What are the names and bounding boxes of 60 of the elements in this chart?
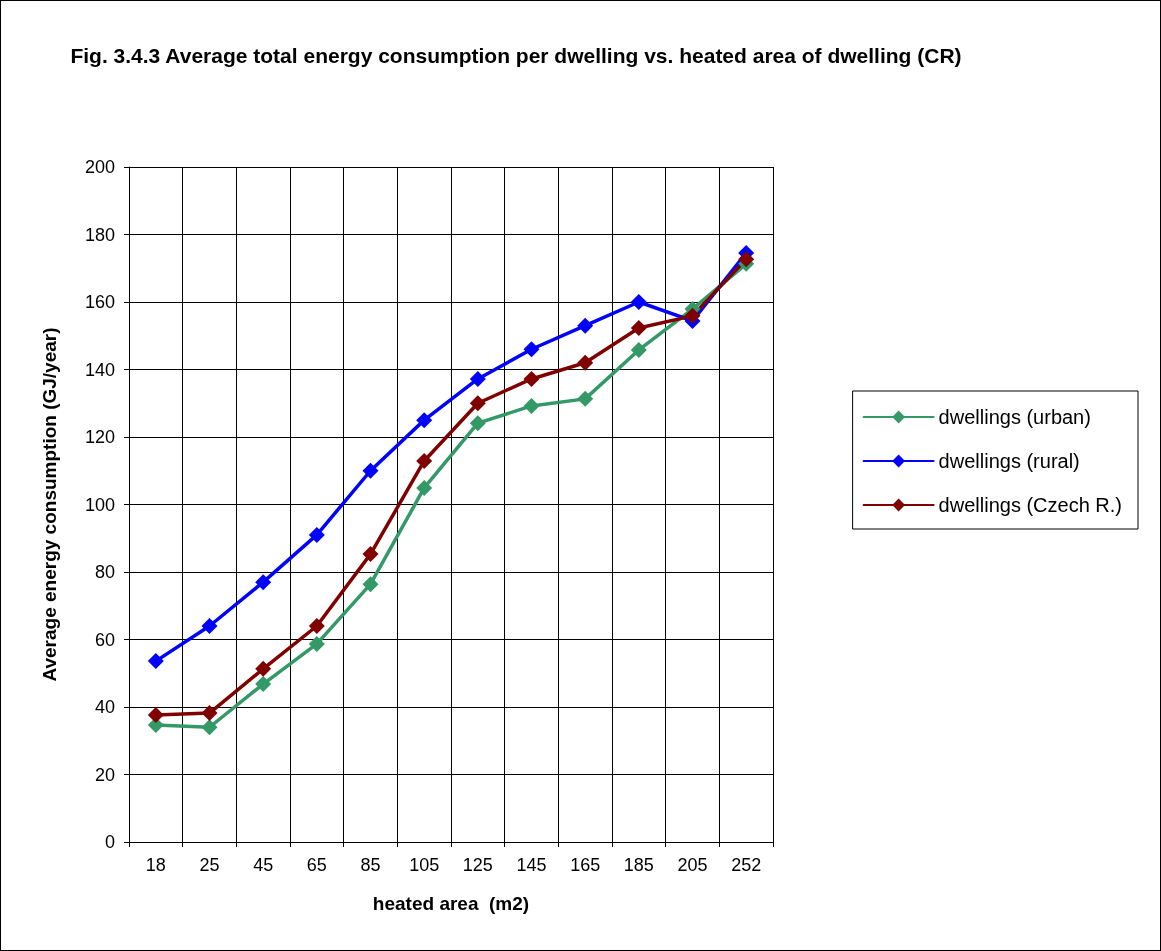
x-tick-label: 18 — [145, 855, 166, 875]
point — [630, 294, 647, 310]
y-axis-title: Average energy consumption (GJ/year) — [39, 327, 60, 682]
point — [469, 395, 486, 412]
y-tick-label: 60 — [94, 629, 115, 650]
point — [684, 307, 701, 324]
x-tick-label: 25 — [199, 855, 220, 875]
point — [523, 341, 540, 358]
point — [469, 370, 486, 387]
y-tick-label: 0 — [104, 832, 115, 852]
point — [416, 412, 433, 429]
legend-label: dwellings (urban) — [938, 406, 1091, 428]
point — [523, 397, 540, 414]
y-tick-label: 180 — [84, 224, 115, 245]
point — [630, 319, 647, 336]
legend-label: dwellings (Czech R.) — [938, 494, 1122, 516]
point — [255, 660, 272, 677]
point — [630, 341, 647, 358]
point — [308, 635, 325, 652]
y-tick-label: 200 — [84, 157, 115, 177]
x-tick-label: 65 — [306, 855, 327, 875]
y-tick-label: 40 — [94, 697, 115, 717]
x-tick-label: 185 — [623, 855, 654, 875]
y-tick-label: 100 — [84, 494, 115, 515]
x-tick-label: 105 — [409, 855, 440, 875]
y-tick-label: 160 — [84, 292, 115, 312]
x-tick-label: 205 — [677, 855, 708, 875]
point — [201, 705, 218, 722]
point — [255, 676, 272, 693]
point — [147, 653, 164, 670]
point — [416, 452, 433, 469]
point — [362, 462, 379, 479]
chart-title: Fig. 3.4.3 Average total energy consumption per dwelling vs. heated area of dwelling (CR) — [70, 43, 962, 67]
point — [362, 546, 379, 563]
point — [147, 707, 164, 724]
y-tick-label: 80 — [94, 562, 115, 582]
y-tick-label: 140 — [84, 359, 115, 380]
x-tick-label: 45 — [253, 855, 274, 875]
y-tick-label: 120 — [84, 427, 115, 447]
point — [469, 415, 486, 432]
x-axis-title: heated area (m2) — [372, 893, 530, 914]
point — [201, 719, 218, 736]
x-tick-label: 165 — [570, 855, 601, 875]
x-tick-label: 252 — [731, 855, 762, 875]
point — [308, 618, 325, 634]
point — [255, 574, 272, 591]
point — [362, 576, 379, 593]
x-tick-label: 125 — [462, 855, 493, 875]
point — [201, 618, 218, 634]
x-tick-label: 85 — [360, 855, 381, 875]
point — [308, 526, 325, 543]
point — [577, 317, 594, 334]
legend-label: dwellings (rural) — [938, 450, 1080, 472]
point — [416, 479, 433, 496]
point — [577, 354, 594, 371]
point — [738, 251, 755, 268]
x-tick-label: 145 — [516, 855, 547, 875]
point — [523, 370, 540, 387]
point — [577, 390, 594, 407]
y-tick-label: 20 — [94, 764, 115, 785]
